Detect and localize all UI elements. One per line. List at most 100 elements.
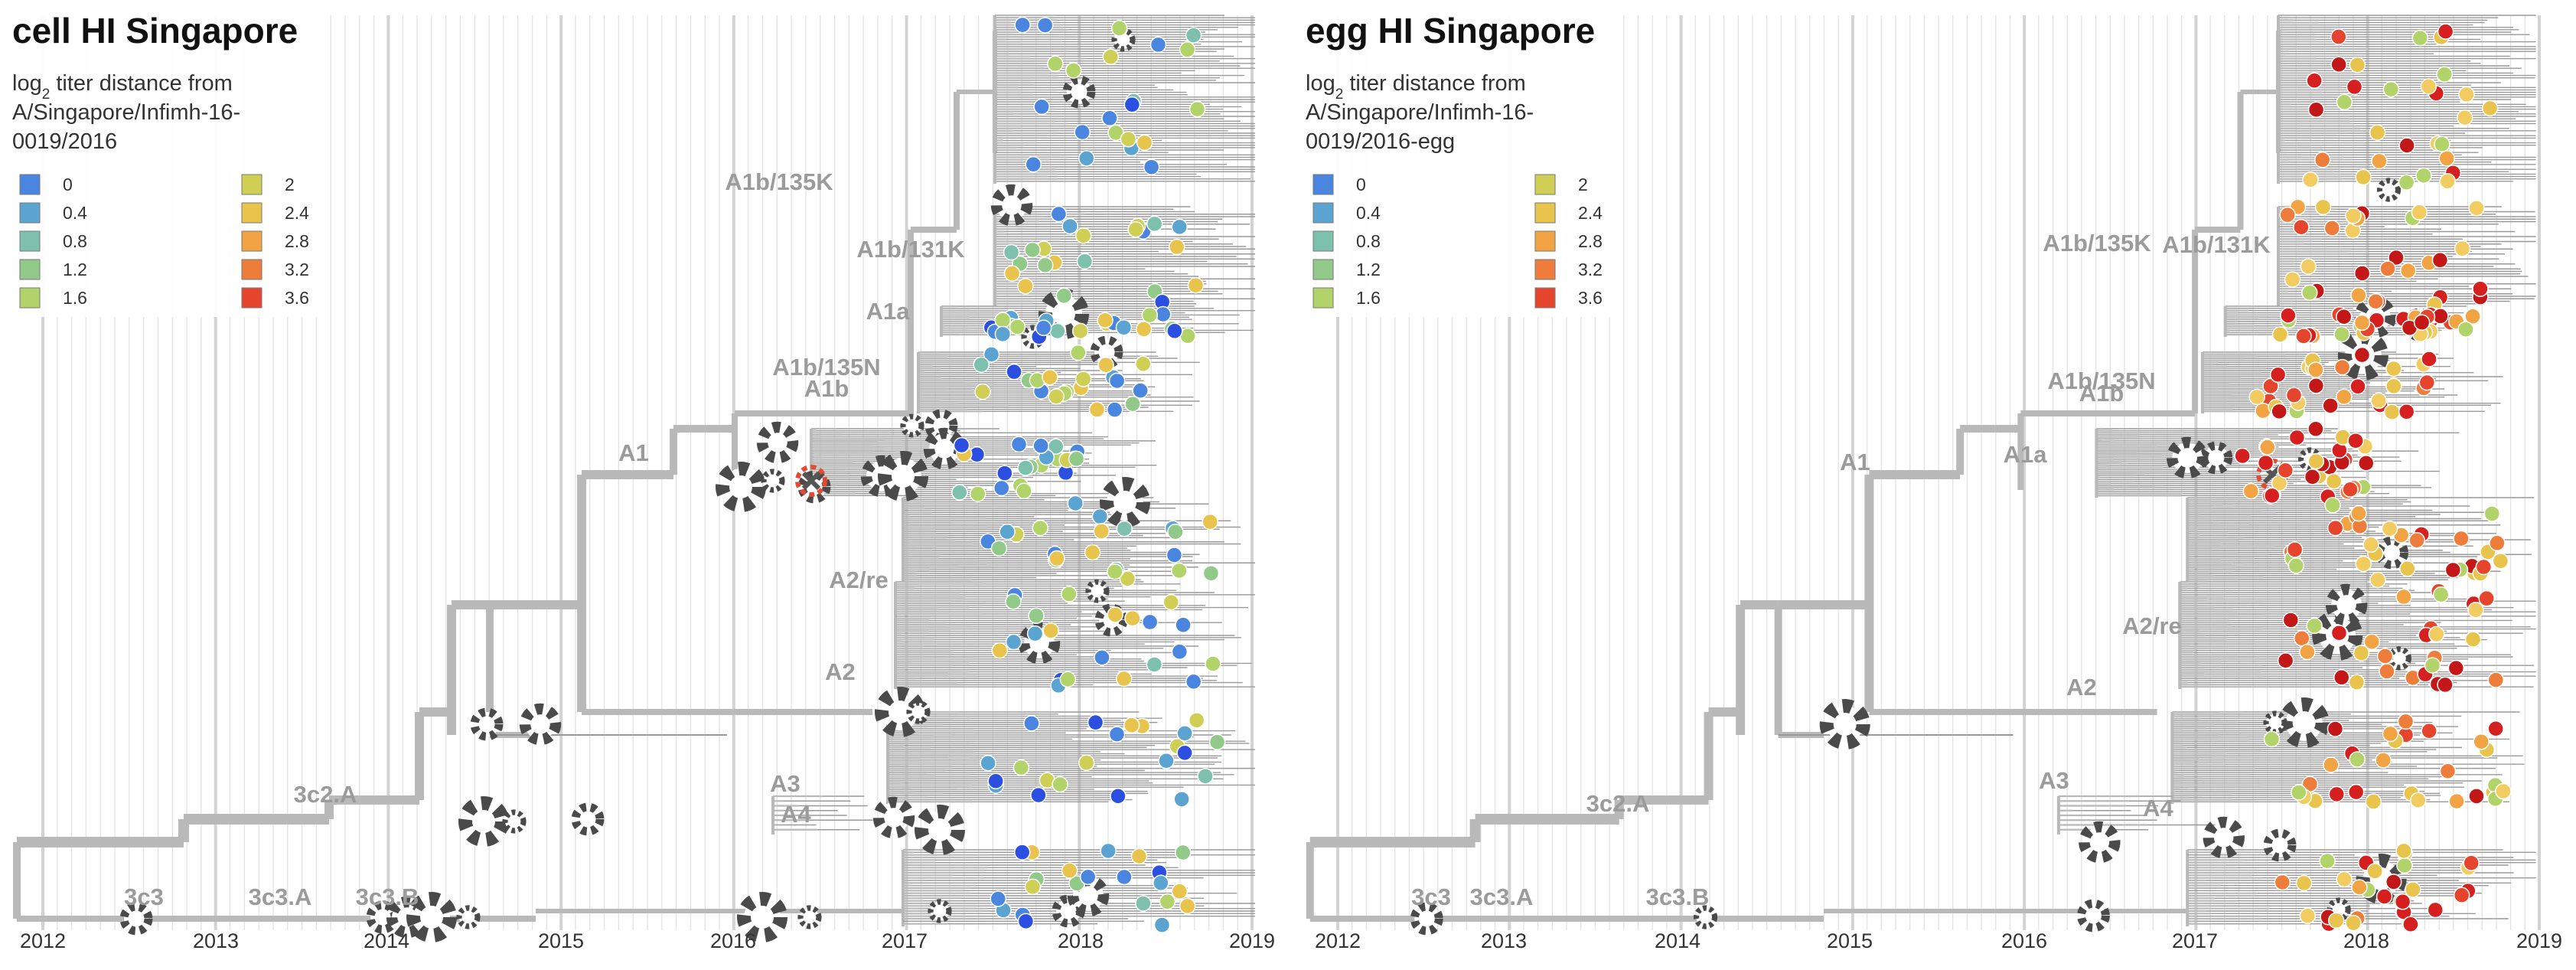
gear-icon [2278, 697, 2330, 748]
clade-label: A3 [770, 770, 801, 797]
legend-swatch [241, 287, 262, 309]
subtitle-line: A/Singapore/Infimh-16- [1306, 100, 1534, 125]
gear-icon [571, 802, 605, 836]
gear-icon [2203, 816, 2245, 859]
left-tips [951, 16, 1226, 933]
clade-label: 3c2.A [294, 781, 357, 808]
subtitle-line: 0019/2016 [12, 129, 117, 154]
clade-label: A1 [618, 439, 649, 466]
left-panel-title: cell HI Singapore [12, 11, 298, 51]
legend-swatch [19, 287, 41, 309]
legend-label: 0 [1356, 175, 1366, 194]
legend-label: 2.4 [1578, 203, 1603, 223]
clade-label: A3 [2039, 767, 2069, 794]
right-time-axis: 2012 2013 2014 2015 2016 2017 2018 2019 [1315, 929, 2562, 952]
right-tips [2234, 23, 2512, 932]
year-tick-label: 2019 [1229, 929, 1275, 952]
clade-label: A2 [825, 658, 856, 685]
gear-icon [900, 413, 924, 438]
legend-swatch [1312, 259, 1334, 280]
gear-icon [119, 902, 153, 936]
year-tick-label: 2013 [1481, 929, 1527, 952]
subtitle-subscript: 2 [1335, 87, 1344, 103]
gear-icon [1085, 579, 1110, 603]
year-tick-label: 2015 [538, 929, 584, 952]
right-panel-title: egg HI Singapore [1306, 11, 1595, 51]
year-tick-label: 2018 [2343, 929, 2389, 952]
legend-swatch [1312, 230, 1334, 252]
gear-icon [1693, 905, 1718, 929]
crossed-tools-icon [795, 465, 827, 497]
gear-icon [456, 905, 481, 929]
clade-label: 3c3.A [1470, 883, 1534, 910]
gear-icon [2263, 710, 2287, 735]
legend-label: 0.8 [63, 231, 87, 251]
year-tick-label: 2017 [2172, 929, 2218, 952]
legend-label: 0.4 [63, 203, 87, 223]
gear-icon [906, 700, 931, 724]
gear-icon [797, 905, 822, 929]
legend-label: 3.2 [1578, 260, 1603, 279]
gear-icon [458, 796, 509, 847]
legend-label: 2.4 [285, 203, 309, 223]
legend-swatch [1534, 230, 1556, 252]
clade-label: A1 [1840, 449, 1870, 475]
legend-swatch [241, 202, 262, 224]
legend-label: 0.4 [1356, 203, 1381, 223]
subtitle-line: titer distance from [50, 71, 233, 96]
legend-swatch [1534, 287, 1556, 309]
gear-icon [872, 796, 915, 839]
legend-swatch [19, 230, 41, 252]
right-legend: 0 0.4 0.8 1.2 1.6 2 2.4 2.8 3.2 3.6 [1312, 174, 1603, 309]
legend-label: 2.8 [1578, 231, 1603, 251]
left-panel-subtitle: log2 titer distance from [12, 71, 233, 103]
clade-label: 3c3 [124, 883, 164, 910]
legend-swatch [1534, 259, 1556, 280]
gear-icon [519, 703, 562, 746]
gear-icon [1410, 902, 1443, 936]
gear-icon [756, 421, 799, 464]
gear-icon [406, 892, 457, 942]
gear-icon [716, 462, 766, 512]
year-tick-label: 2016 [2001, 929, 2047, 952]
gear-icon [1062, 75, 1096, 109]
legend-swatch [241, 259, 262, 280]
legend-swatch [19, 202, 41, 224]
clade-label: A1b/135K [2043, 230, 2151, 256]
legend-swatch [19, 259, 41, 280]
clade-label: A1b/131K [856, 236, 965, 263]
legend-swatch [1312, 202, 1334, 224]
gear-icon [2079, 821, 2121, 864]
clade-label: A1b/135N [2047, 367, 2155, 394]
clade-label: 3c3.B [356, 883, 419, 910]
year-tick-label: 2013 [193, 929, 239, 952]
legend-label: 0 [63, 175, 73, 194]
legend-label: 1.6 [1356, 288, 1381, 308]
legend-swatch [1312, 174, 1334, 195]
gear-icon [1100, 477, 1150, 527]
clade-label: A1b/135N [772, 354, 880, 380]
gear-icon [990, 184, 1033, 227]
clade-label: A2/re [2122, 612, 2182, 639]
gear-icon [470, 707, 504, 741]
legend-swatch [19, 174, 41, 195]
gear-icon [737, 892, 787, 942]
gear-icon [761, 469, 785, 493]
legend-label: 1.6 [63, 288, 87, 308]
subtitle-line: A/Singapore/Infimh-16- [12, 100, 240, 125]
subtitle-subscript: 2 [42, 87, 51, 103]
year-tick-label: 2014 [364, 929, 409, 952]
clade-label: A2 [2066, 674, 2097, 701]
year-tick-label: 2016 [710, 929, 756, 952]
gear-icon [1819, 699, 1870, 750]
left-tree [13, 14, 1255, 926]
legend-label: 2 [1578, 175, 1588, 194]
gear-icon [2376, 178, 2402, 202]
year-tick-label: 2017 [882, 929, 928, 952]
left-time-axis: 2012 2013 2014 2015 2016 2017 2018 2019 [20, 929, 1275, 952]
gear-icon [928, 899, 952, 923]
clade-label: A1b [2079, 380, 2124, 407]
